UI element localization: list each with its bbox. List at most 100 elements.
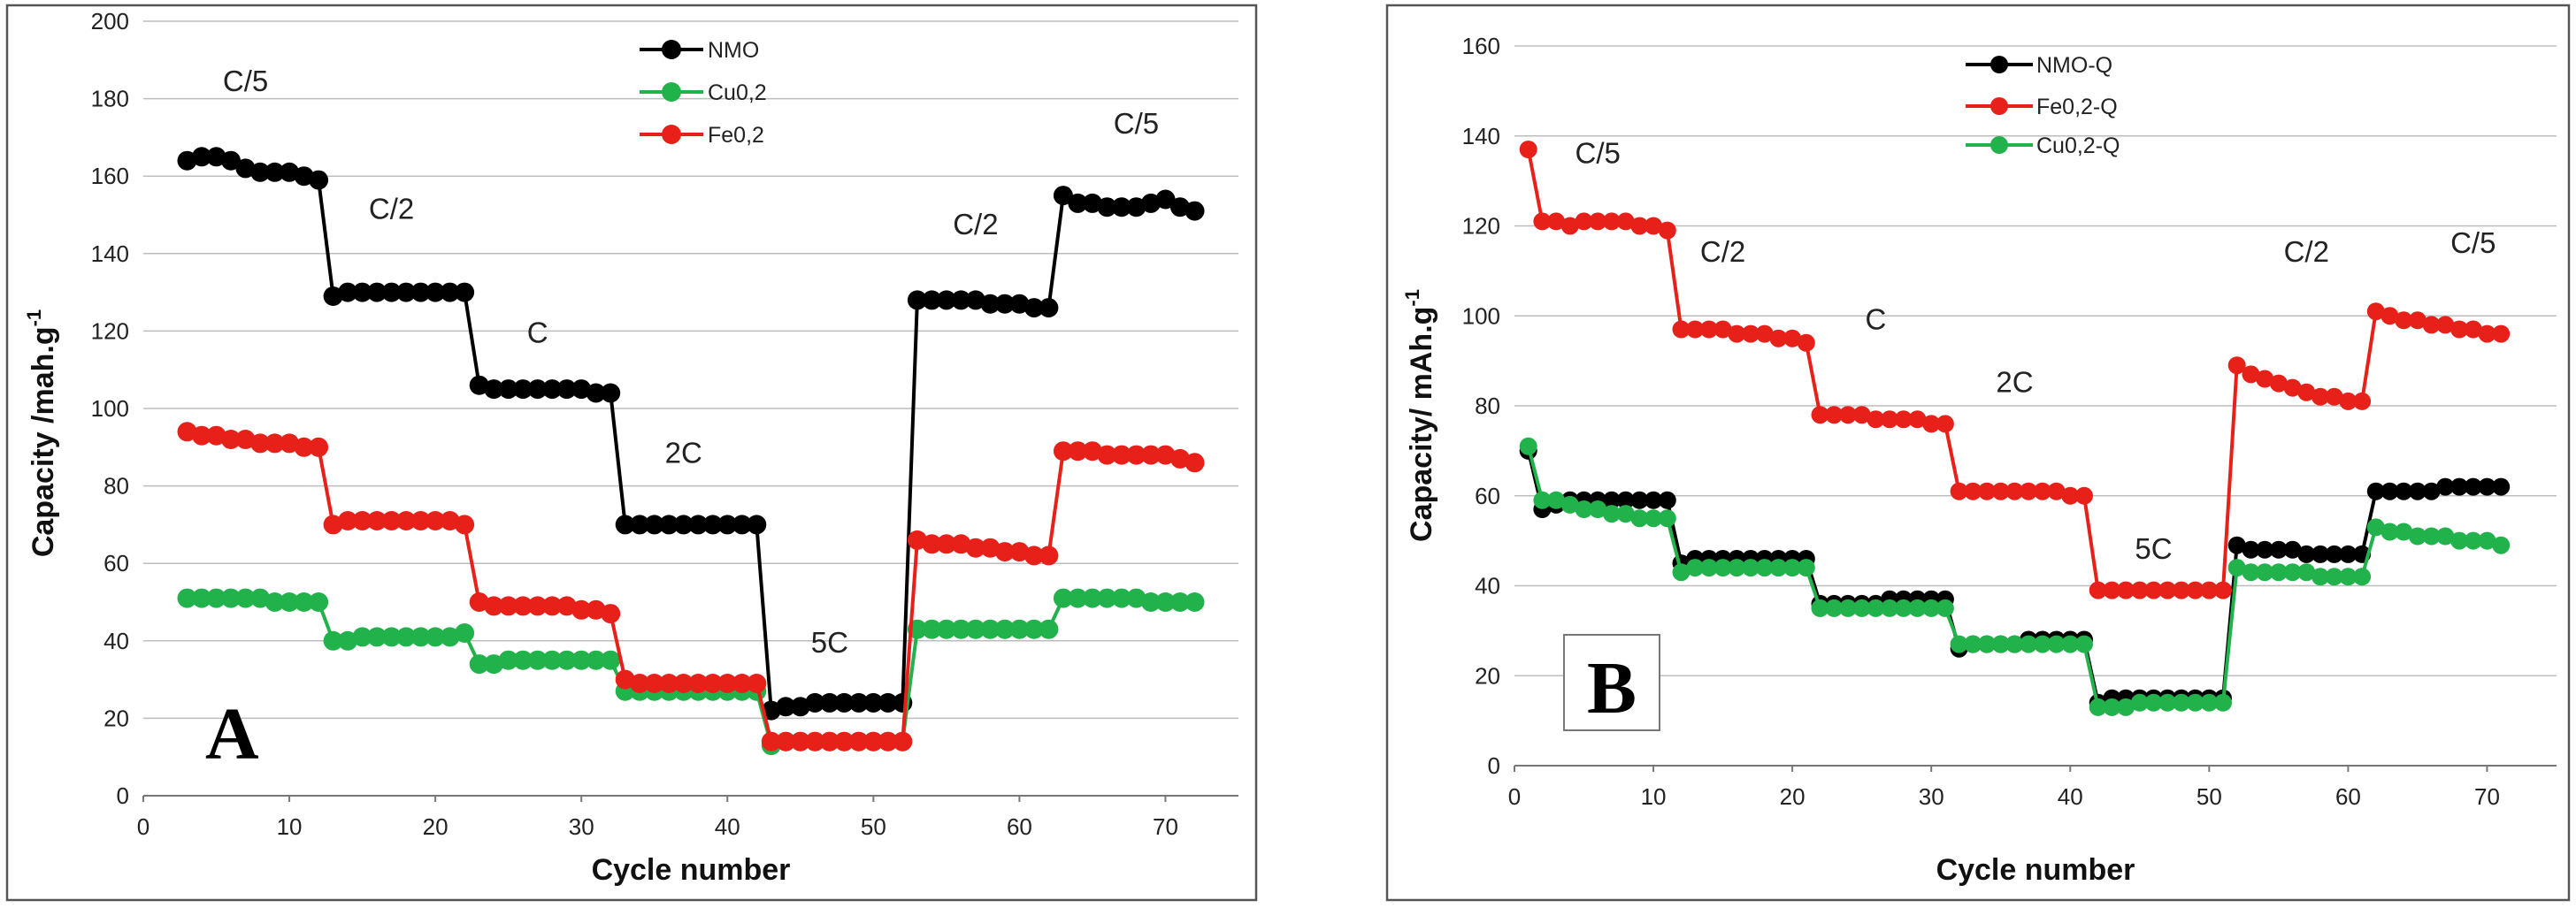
data-point-fe0-2-43 [761,731,781,752]
x-tick-b-70: 70 [2474,783,2500,810]
rate-label-b-6: C/5 [2450,226,2496,259]
data-point-cu0-2-q-5 [1575,500,1593,518]
legend-item-nmo: NMO [640,38,759,63]
x-tick-b-60: 60 [2335,783,2361,810]
data-point-nmo-24 [484,379,504,400]
legend-item-fe-q: Fe0,2-Q [1966,95,2118,119]
data-point-cu0-2-25 [498,650,518,670]
data-point-nmo-51 [878,692,898,713]
data-point-fe0-2-q-51 [2214,581,2232,599]
data-point-fe0-2-18 [396,511,417,530]
data-point-cu0-2-q-9 [1630,509,1649,528]
data-point-fe0-2-q-68 [2450,320,2469,339]
data-point-fe0-2-68 [1126,445,1146,465]
series-fe0-2-q [1519,141,2511,599]
data-point-cu0-2-9 [264,592,285,612]
panel-a-x-ticks: 0 10 20 30 40 50 60 70 [137,796,1178,840]
data-point-fe0-2-q-6 [1589,212,1607,231]
panel-a-letter: A [205,693,259,775]
data-point-nmo-61 [1024,298,1044,318]
data-point-fe0-2-31 [586,599,606,620]
data-point-fe0-2-20 [426,511,446,530]
data-point-fe0-2-q-59 [2325,387,2343,406]
data-point-cu0-2-60 [1009,619,1030,639]
data-point-nmo-42 [747,515,767,535]
rate-label-a-4: 5C [811,626,848,659]
data-point-cu0-2-q-43 [2103,698,2121,716]
data-point-nmo-q-52 [2227,536,2246,554]
data-point-cu0-2-q-70 [2478,531,2496,550]
data-point-fe0-2-58 [980,538,1000,558]
data-point-fe0-2-q-53 [2242,365,2260,384]
data-point-fe0-2-17 [381,511,402,530]
data-point-nmo-28 [542,379,563,400]
y-tick-b-120: 120 [1462,213,1500,240]
data-point-fe0-2-49 [848,731,869,752]
data-point-nmo-10 [280,162,300,182]
data-point-fe0-2-66 [1097,445,1117,465]
data-point-fe0-2-47 [819,731,840,752]
data-point-fe0-2-q-40 [2061,486,2080,505]
data-point-nmo-20 [426,282,446,302]
data-point-fe0-2-q-11 [1658,221,1676,240]
data-point-fe0-2-q-33 [1964,482,1982,500]
data-point-fe0-2-q-48 [2172,581,2190,599]
data-point-fe0-2-23 [469,592,489,612]
data-point-cu0-2-q-22 [1811,599,1829,617]
data-point-cu0-2-29 [556,650,577,670]
y-tick-b-0: 0 [1488,752,1500,779]
x-tick-b-0: 0 [1508,783,1521,810]
data-point-fe0-2-q-20 [1783,329,1802,347]
data-point-fe0-2-62 [1039,546,1059,566]
data-point-fe0-2-13 [323,515,343,535]
data-point-cu0-2-q-40 [2061,635,2080,653]
panel-b-letter: B [1587,647,1637,729]
data-point-cu0-2-4 [192,588,211,608]
panel-b-x-axis-title: Cycle number [1936,853,2135,887]
data-point-nmo-12 [309,170,329,190]
data-point-nmo-25 [498,379,518,400]
data-point-fe0-2-q-28 [1894,410,1913,429]
data-point-fe0-2-42 [747,674,767,693]
data-point-cu0-2-q-4 [1560,495,1579,514]
legend-fe-label: Fe0,2 [708,123,764,148]
panel-b-y-axis-title: Capacity/ mAh.g-1 [1401,289,1438,542]
data-point-nmo-55 [936,290,956,310]
data-point-cu0-2-q-41 [2075,635,2093,653]
data-point-fe0-2-72 [1184,453,1205,473]
data-point-nmo-54 [922,290,942,310]
data-point-fe0-2-q-37 [2020,482,2038,500]
data-point-cu0-2-56 [951,619,971,639]
panel-b-series [1519,141,2511,716]
data-point-cu0-2-32 [601,650,621,670]
data-point-fe0-2-q-32 [1950,482,1968,500]
data-point-nmo-22 [455,282,475,302]
data-point-fe0-2-71 [1170,448,1190,469]
data-point-fe0-2-q-2 [1533,212,1552,231]
data-point-fe0-2-38 [688,674,709,693]
data-point-nmo-45 [790,697,810,717]
data-point-fe0-2-q-52 [2227,356,2246,375]
data-point-fe0-2-q-34 [1978,482,1996,500]
data-point-cu0-2-5 [206,588,226,608]
data-point-fe0-2-11 [294,437,314,457]
x-tick-a-60: 60 [1007,813,1032,840]
data-point-fe0-2-6 [221,430,241,449]
data-point-fe0-2-q-55 [2269,374,2288,393]
data-point-nmo-40 [717,515,738,535]
y-tick-a-120: 120 [91,317,129,344]
chart-panel-b: 0 20 40 60 80 100 120 140 160 0 10 20 30 40 50 60 70 C/… [1385,4,2571,902]
data-point-fe0-2-15 [352,511,372,530]
data-point-cu0-2-q-20 [1783,559,1802,577]
data-point-fe0-2-29 [556,596,577,616]
y-tick-a-60: 60 [104,550,129,576]
panel-b-y-ticks: 0 20 40 60 80 100 120 140 160 [1462,33,1500,779]
data-point-fe0-2-q-15 [1714,320,1732,339]
data-point-nmo-q-57 [2297,545,2316,563]
data-point-fe0-2-q-54 [2256,370,2274,388]
data-point-fe0-2-53 [907,530,927,550]
data-point-cu0-2-q-36 [2005,635,2024,653]
y-tick-a-100: 100 [91,395,129,422]
legend-fe-q-marker [1990,97,2008,115]
data-point-cu0-2-q-54 [2256,563,2274,582]
